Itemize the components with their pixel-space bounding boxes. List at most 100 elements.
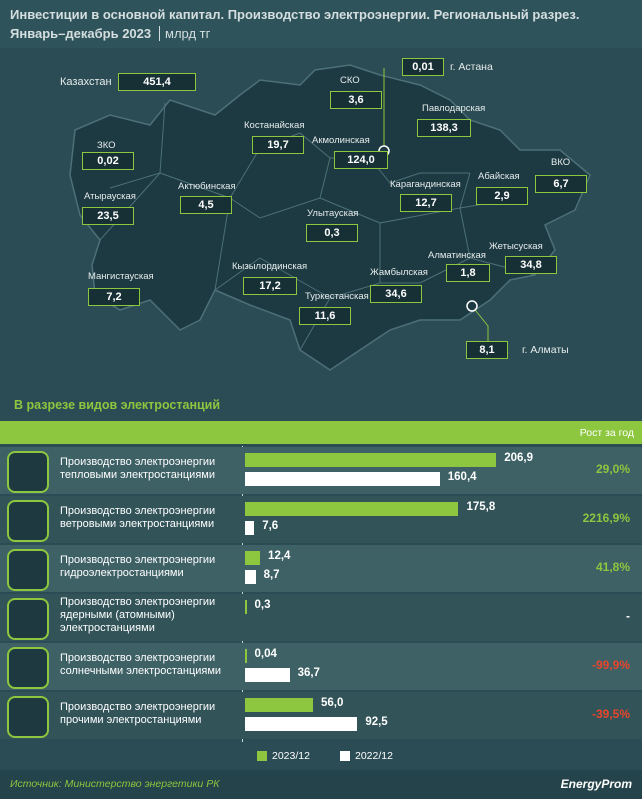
region-value: 0,3 bbox=[306, 224, 358, 242]
row-icon bbox=[7, 451, 49, 493]
legend-label: 2023/12 bbox=[272, 750, 310, 762]
almaty-connector bbox=[471, 305, 489, 341]
value-label: 0,3 bbox=[254, 599, 271, 611]
value-label: 12,4 bbox=[268, 550, 291, 562]
bar bbox=[245, 502, 459, 516]
region-value: 1,8 bbox=[446, 264, 490, 282]
row-bg bbox=[0, 594, 642, 641]
growth-label: -39,5% bbox=[591, 707, 630, 721]
growth-label: - bbox=[626, 609, 630, 623]
region-value: 4,5 bbox=[180, 196, 232, 214]
region-label: Туркестанская bbox=[305, 291, 369, 302]
region-value: 19,7 bbox=[252, 136, 304, 154]
growth-header: Рост за год bbox=[579, 427, 634, 439]
row-bg bbox=[0, 643, 642, 690]
region-label: Абайская bbox=[478, 171, 520, 182]
growth-label: 29,0% bbox=[595, 462, 630, 476]
city-label: г. Алматы bbox=[522, 344, 569, 356]
bar bbox=[245, 698, 313, 712]
region-value: 0,02 bbox=[82, 152, 134, 170]
value-label: 160,4 bbox=[447, 471, 477, 483]
region-label: Карагандинская bbox=[390, 179, 461, 190]
legend-swatch bbox=[257, 751, 267, 761]
total-label: Казахстан bbox=[60, 76, 112, 88]
value-label: 56,0 bbox=[321, 697, 344, 709]
bar bbox=[245, 472, 440, 486]
logo: EnergyProm bbox=[560, 777, 632, 791]
category-label: Производство электроэнергии прочими элек… bbox=[60, 701, 216, 726]
region-label: Атырауская bbox=[84, 191, 136, 202]
bar bbox=[245, 649, 247, 663]
region-value: 7,2 bbox=[88, 288, 140, 306]
footer-band bbox=[0, 770, 642, 799]
title: Инвестиции в основной капитал. Производс… bbox=[10, 7, 580, 22]
region-value: 138,3 bbox=[417, 119, 471, 137]
row-icon bbox=[7, 598, 49, 640]
city-value: 8,1 bbox=[466, 341, 508, 359]
region-value: 12,7 bbox=[400, 194, 452, 212]
category-label: Производство электроэнергии ядерными (ат… bbox=[60, 596, 216, 634]
region-label: ВКО bbox=[551, 157, 571, 168]
region-value: 34,6 bbox=[370, 285, 422, 303]
region-value: 34,8 bbox=[505, 256, 557, 274]
bar bbox=[245, 551, 261, 565]
total-value: 451,4 bbox=[118, 73, 196, 91]
legend-label: 2022/12 bbox=[355, 750, 393, 762]
city-label: г. Астана bbox=[450, 61, 493, 73]
category-label: Производство электроэнергии тепловыми эл… bbox=[60, 456, 216, 481]
row-bg bbox=[0, 692, 642, 739]
city-value: 0,01 bbox=[402, 58, 444, 76]
region-label: ЗКО bbox=[97, 140, 116, 151]
almaty-marker bbox=[466, 300, 478, 312]
value-label: 0,04 bbox=[254, 648, 277, 660]
bar bbox=[245, 600, 247, 614]
region-label: Павлодарская bbox=[422, 103, 486, 114]
category-label: Производство электроэнергии ветровыми эл… bbox=[60, 505, 216, 530]
section-band bbox=[0, 390, 642, 421]
legend-swatch bbox=[340, 751, 350, 761]
growth-label: -99,9% bbox=[591, 658, 630, 672]
region-value: 2,9 bbox=[476, 187, 528, 205]
category-label: Производство электроэнергии солнечными э… bbox=[60, 652, 222, 677]
row-icon bbox=[7, 549, 49, 591]
region-label: Жетысуская bbox=[489, 241, 543, 252]
header-band bbox=[0, 0, 642, 48]
source: Источник: Министерство энергетики РК bbox=[10, 778, 220, 790]
region-label: Мангистауская bbox=[88, 271, 154, 282]
bar bbox=[245, 717, 358, 731]
value-label: 36,7 bbox=[297, 667, 320, 679]
row-bg bbox=[0, 545, 642, 592]
region-label: Жамбылская bbox=[370, 267, 428, 278]
growth-label: 2216,9% bbox=[582, 511, 630, 525]
value-label: 175,8 bbox=[466, 501, 496, 513]
region-label: Алматинская bbox=[428, 250, 486, 261]
region-value: 17,2 bbox=[243, 277, 297, 295]
value-label: 206,9 bbox=[504, 452, 534, 464]
bar bbox=[245, 668, 290, 682]
subtitle: Январь–декабрь 2023 bbox=[10, 26, 152, 41]
bar bbox=[245, 453, 497, 467]
region-value: 6,7 bbox=[535, 175, 587, 193]
region-value: 11,6 bbox=[299, 307, 351, 325]
row-icon bbox=[7, 647, 49, 689]
unit: млрд тг bbox=[159, 26, 210, 41]
row-icon bbox=[7, 696, 49, 738]
value-label: 8,7 bbox=[263, 569, 280, 581]
category-label: Производство электроэнергии гидроэлектро… bbox=[60, 554, 216, 579]
region-value: 23,5 bbox=[82, 207, 134, 225]
growth-label: 41,8% bbox=[595, 560, 630, 574]
region-label: СКО bbox=[340, 75, 360, 86]
region-value: 124,0 bbox=[334, 151, 388, 169]
bar bbox=[245, 570, 256, 584]
value-label: 7,6 bbox=[262, 520, 279, 532]
row-icon bbox=[7, 500, 49, 542]
region-label: Костанайская bbox=[244, 120, 305, 131]
bar bbox=[245, 521, 255, 535]
region-label: Улытауская bbox=[307, 208, 359, 219]
region-value: 3,6 bbox=[330, 91, 382, 109]
header-strip bbox=[0, 421, 642, 444]
section-title: В разрезе видов электростанций bbox=[14, 398, 221, 412]
region-label: Кызылординская bbox=[232, 261, 308, 272]
region-label: Акмолинская bbox=[312, 135, 370, 146]
